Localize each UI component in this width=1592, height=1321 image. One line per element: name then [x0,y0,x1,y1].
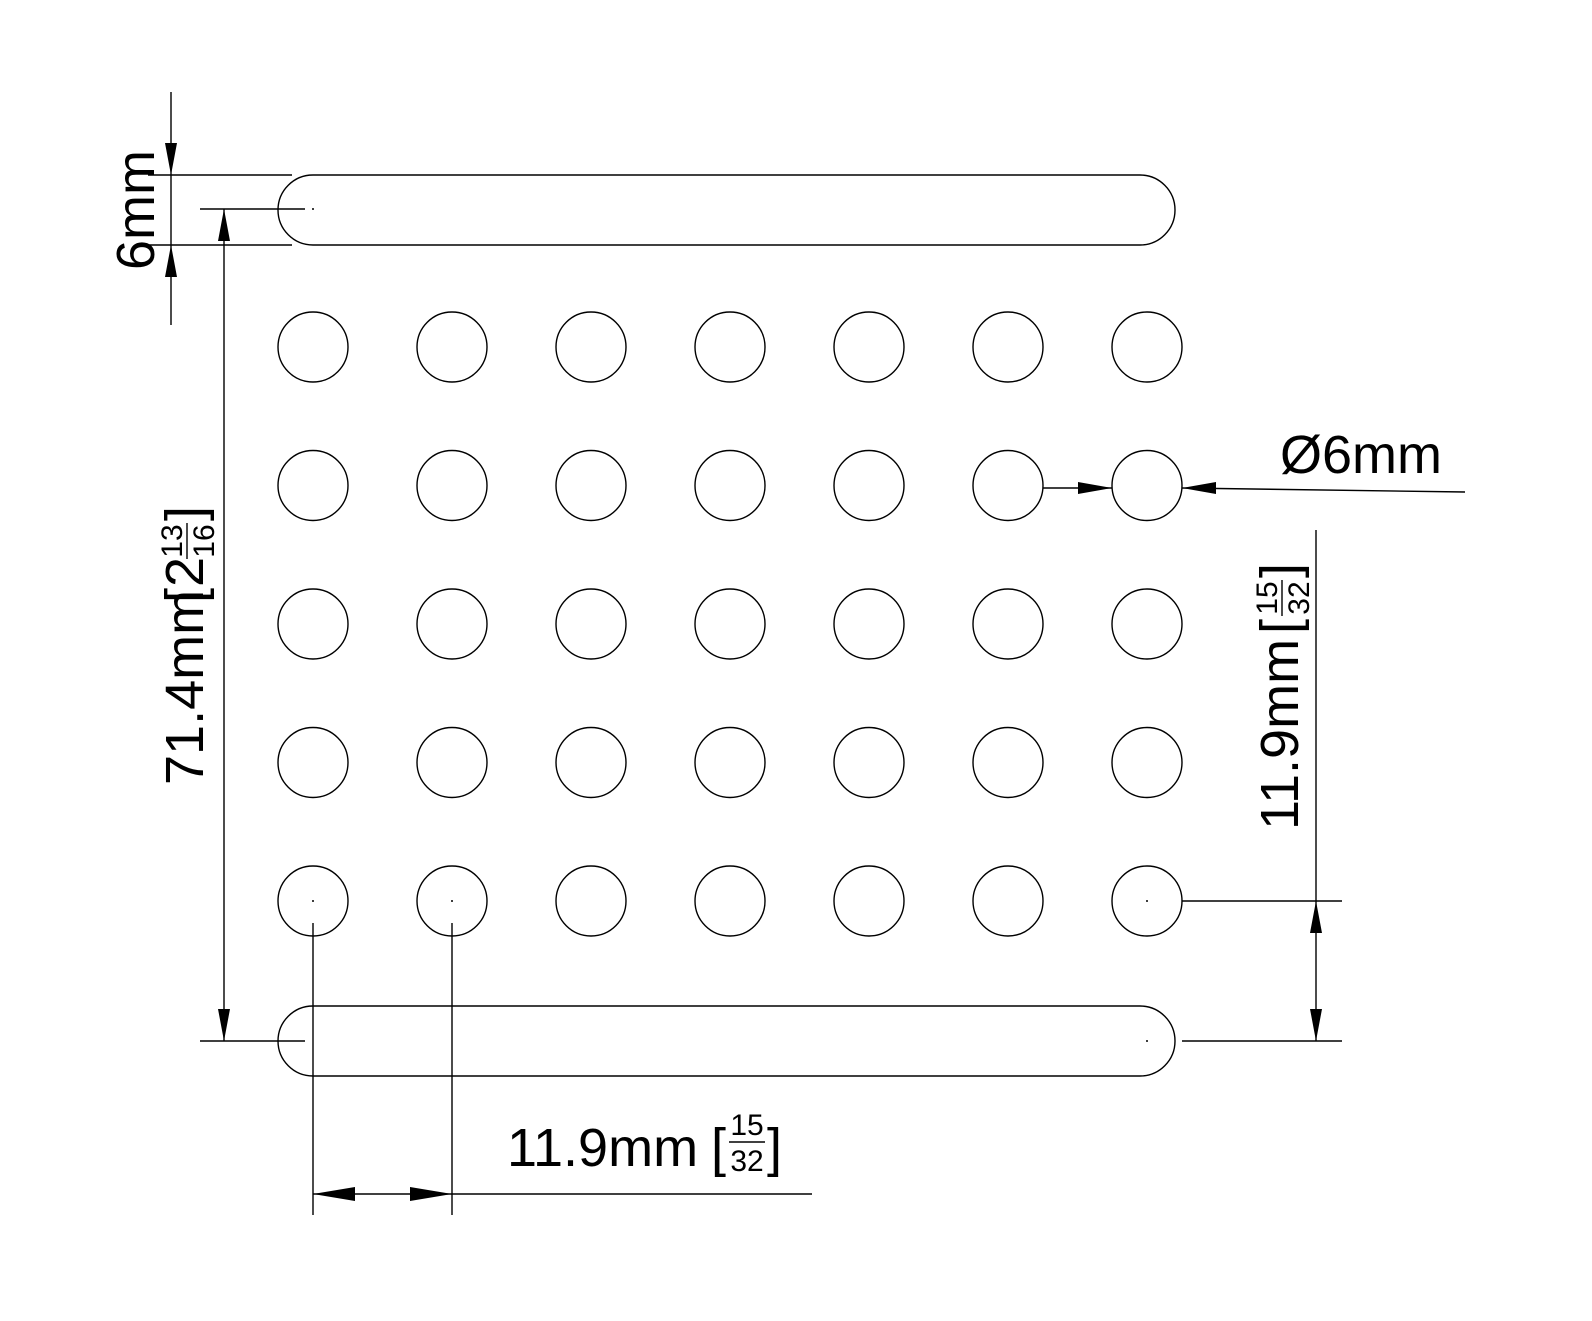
hole [1111,311,1183,383]
center-mark [312,900,314,902]
hole [833,588,905,660]
overall-height-denominator: 16 [188,524,221,557]
vertical-pitch-denominator: 32 [1283,581,1316,614]
arrowhead [313,1187,355,1201]
hole [416,311,488,383]
horizontal-pitch-denominator: 32 [730,1145,763,1178]
hole [277,311,349,383]
hole [972,311,1044,383]
hole [555,449,627,522]
arrowhead [1310,901,1322,933]
horizontal-pitch-value: 11.9mm [507,1118,698,1178]
arrowhead [1310,1009,1322,1041]
hole [555,311,627,383]
overall-height-label: 71.4mm [ 2 13 16 ] [155,506,221,785]
horizontal-pitch-bracket-open: [ [711,1118,726,1178]
vertical-pitch-label: 11.9mm [ 15 32 ] [1250,563,1316,830]
hole-diameter-dimension: Ø6mm [1043,425,1466,494]
horizontal-pitch-dimension: 11.9mm [ 15 32 ] [312,923,812,1215]
bottom-slot [277,1005,1176,1077]
hole [972,726,1044,799]
arrowhead [165,245,177,277]
arrowhead [1078,482,1112,494]
hole [555,865,627,937]
arrowhead [218,1009,230,1041]
hole [694,865,766,937]
hole [972,449,1044,522]
horizontal-pitch-numerator: 15 [730,1109,763,1142]
overall-height-value: 71.4mm [155,590,215,785]
hole [694,588,766,660]
hole-grid [277,311,1183,937]
overall-height-numerator: 13 [156,524,189,557]
overall-height-bracket-close: ] [155,506,215,521]
vertical-pitch-value: 11.9mm [1250,639,1310,830]
leader-line [1181,487,1466,493]
overall-height-dimension: 71.4mm [ 2 13 16 ] [155,208,305,1042]
arrowhead [410,1187,452,1201]
hole [972,865,1044,937]
arrowhead [1182,482,1216,494]
hole [833,449,905,522]
hole [277,726,349,799]
hole [694,311,766,383]
hole [1111,726,1183,799]
hole [833,726,905,799]
hole [694,449,766,522]
slots [277,174,1176,1077]
top-slot [277,174,1176,246]
slot-width-label: 6mm [106,150,166,270]
hole [277,588,349,660]
hole [1111,588,1183,660]
vertical-pitch-bracket-close: ] [1250,563,1310,578]
arrowhead [165,143,177,175]
arrowhead [218,209,230,241]
center-mark [451,900,453,902]
vertical-pitch-dimension: 11.9mm [ 15 32 ] [1182,530,1342,1042]
hole [555,588,627,660]
hole [1111,449,1183,522]
hole [416,449,488,522]
hole [833,311,905,383]
hole [277,449,349,522]
center-mark [1146,900,1148,902]
hole [416,588,488,660]
slot-width-dimension: 6mm [106,92,292,325]
hole [833,865,905,937]
center-mark [1146,1040,1148,1042]
overall-height-bracket-open: [ [155,588,215,603]
hole [694,726,766,799]
hole-diameter-label: Ø6mm [1280,425,1442,485]
horizontal-pitch-bracket-close: ] [767,1118,782,1178]
horizontal-pitch-label: 11.9mm [ 15 32 ] [507,1109,782,1178]
center-marks [312,208,1148,1042]
vertical-pitch-numerator: 15 [1251,581,1284,614]
overall-height-whole: 2 [155,557,215,587]
hole [972,588,1044,660]
hole [555,726,627,799]
hole [416,726,488,799]
vertical-pitch-bracket-open: [ [1250,619,1310,634]
center-mark [312,208,314,210]
